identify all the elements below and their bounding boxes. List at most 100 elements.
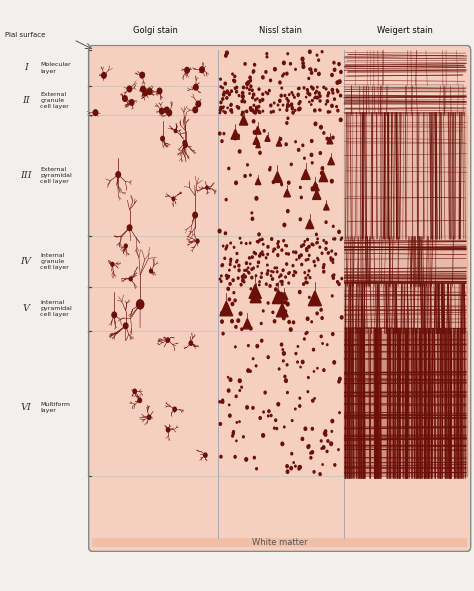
Circle shape: [267, 93, 269, 95]
Circle shape: [292, 251, 294, 253]
Circle shape: [229, 378, 232, 381]
Circle shape: [328, 92, 329, 95]
Circle shape: [255, 365, 257, 367]
Circle shape: [270, 275, 272, 277]
Circle shape: [336, 106, 337, 108]
Circle shape: [228, 310, 229, 312]
Text: External
pyramidal
cell layer: External pyramidal cell layer: [40, 167, 72, 184]
Circle shape: [281, 183, 283, 185]
Circle shape: [319, 109, 320, 111]
Circle shape: [234, 266, 236, 268]
Circle shape: [253, 105, 255, 106]
Circle shape: [280, 274, 282, 277]
Circle shape: [305, 281, 307, 283]
Circle shape: [316, 90, 317, 92]
Circle shape: [304, 427, 307, 430]
Circle shape: [330, 442, 333, 446]
Circle shape: [223, 111, 224, 112]
Polygon shape: [253, 137, 260, 144]
Circle shape: [235, 346, 236, 348]
Circle shape: [267, 302, 269, 304]
Circle shape: [284, 375, 286, 378]
Circle shape: [321, 51, 323, 53]
Circle shape: [231, 320, 233, 323]
Circle shape: [237, 134, 239, 137]
Circle shape: [270, 167, 271, 168]
Circle shape: [258, 111, 260, 113]
Circle shape: [283, 360, 284, 362]
Circle shape: [330, 259, 332, 261]
Circle shape: [237, 106, 239, 109]
Circle shape: [232, 73, 233, 75]
Circle shape: [306, 248, 308, 250]
Circle shape: [305, 277, 307, 279]
Circle shape: [230, 242, 231, 244]
Circle shape: [277, 104, 279, 106]
Circle shape: [280, 281, 281, 282]
Circle shape: [285, 143, 287, 145]
Circle shape: [316, 242, 317, 244]
Circle shape: [174, 129, 177, 132]
Circle shape: [242, 278, 244, 280]
Circle shape: [316, 233, 317, 236]
Circle shape: [279, 81, 281, 84]
Circle shape: [254, 112, 256, 114]
Circle shape: [219, 109, 221, 111]
Circle shape: [249, 89, 250, 90]
Circle shape: [241, 387, 242, 388]
Circle shape: [196, 101, 201, 107]
Circle shape: [303, 338, 305, 340]
Circle shape: [222, 399, 224, 401]
Circle shape: [286, 364, 288, 366]
Circle shape: [261, 238, 263, 241]
Circle shape: [286, 303, 289, 306]
Circle shape: [246, 269, 247, 271]
Circle shape: [314, 109, 316, 112]
Circle shape: [333, 238, 334, 240]
Circle shape: [262, 76, 264, 79]
Circle shape: [240, 284, 242, 285]
Circle shape: [243, 281, 245, 283]
Circle shape: [283, 352, 285, 355]
Circle shape: [236, 261, 237, 263]
Circle shape: [299, 107, 301, 110]
Circle shape: [262, 98, 264, 101]
Circle shape: [309, 254, 310, 256]
Circle shape: [335, 253, 337, 255]
Text: Internal
pyramidal
cell layer: Internal pyramidal cell layer: [40, 300, 72, 317]
Circle shape: [270, 414, 272, 417]
Circle shape: [311, 99, 313, 102]
Circle shape: [339, 118, 342, 122]
Circle shape: [221, 264, 224, 266]
Circle shape: [340, 316, 343, 319]
Circle shape: [287, 53, 289, 54]
Circle shape: [247, 369, 250, 372]
Circle shape: [228, 414, 231, 417]
Circle shape: [251, 277, 253, 279]
Circle shape: [305, 259, 307, 261]
Circle shape: [241, 113, 243, 116]
Circle shape: [237, 319, 239, 322]
Circle shape: [334, 238, 336, 240]
Circle shape: [232, 279, 234, 281]
Circle shape: [339, 412, 340, 414]
Circle shape: [272, 181, 274, 183]
Circle shape: [219, 112, 220, 113]
Circle shape: [333, 69, 336, 72]
Circle shape: [253, 131, 256, 134]
Circle shape: [255, 253, 256, 255]
Polygon shape: [309, 291, 321, 306]
Circle shape: [330, 257, 332, 259]
Circle shape: [326, 450, 328, 453]
Circle shape: [221, 311, 223, 314]
Circle shape: [286, 470, 289, 473]
Circle shape: [233, 291, 235, 294]
Circle shape: [259, 239, 261, 241]
Circle shape: [320, 109, 321, 111]
Text: External
granule
cell layer: External granule cell layer: [40, 92, 69, 109]
Circle shape: [230, 103, 232, 106]
Circle shape: [295, 465, 296, 467]
Circle shape: [332, 105, 333, 107]
Circle shape: [221, 264, 223, 267]
Circle shape: [237, 277, 239, 279]
